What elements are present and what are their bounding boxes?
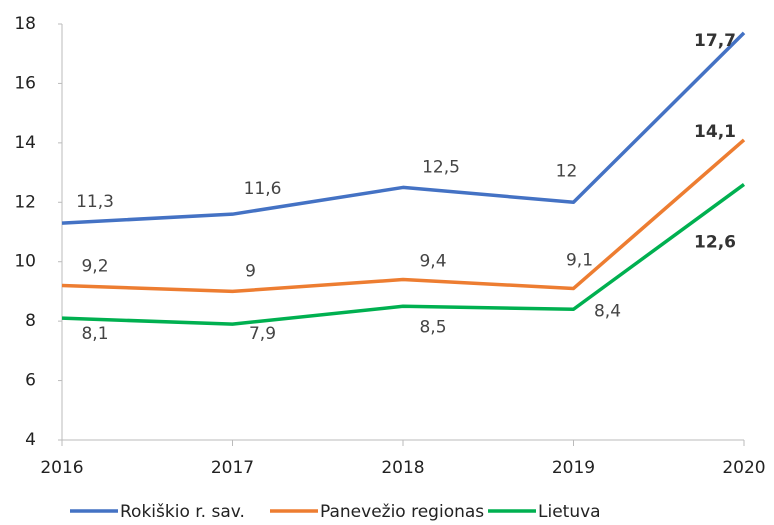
y-tick-label: 12 xyxy=(14,192,36,212)
data-label: 12,6 xyxy=(694,232,736,252)
data-label: 8,1 xyxy=(81,324,108,344)
y-tick-label: 14 xyxy=(14,133,36,153)
data-label: 12,5 xyxy=(422,157,460,177)
x-tick-label: 2018 xyxy=(381,458,424,478)
data-label: 8,5 xyxy=(419,317,446,337)
data-label: 11,6 xyxy=(244,179,282,199)
y-tick-label: 18 xyxy=(14,14,36,34)
data-label: 17,7 xyxy=(694,31,736,51)
legend-label: Rokiškio r. sav. xyxy=(120,502,245,522)
data-label: 9 xyxy=(245,261,256,281)
data-label: 8,4 xyxy=(594,301,621,321)
legend-label: Panevežio regionas xyxy=(320,502,484,522)
y-tick-label: 8 xyxy=(25,311,36,331)
data-label: 9,2 xyxy=(81,256,108,276)
x-tick-label: 2020 xyxy=(722,458,765,478)
series-line xyxy=(61,183,746,326)
y-tick-label: 4 xyxy=(25,430,36,450)
data-label: 14,1 xyxy=(694,122,736,142)
x-tick-label: 2019 xyxy=(552,458,595,478)
data-label: 9,1 xyxy=(566,250,593,270)
series-line xyxy=(61,138,746,294)
data-label: 11,3 xyxy=(76,192,114,212)
legend-label: Lietuva xyxy=(538,502,601,522)
data-label: 12 xyxy=(556,161,578,181)
data-label: 9,4 xyxy=(419,252,446,272)
series-line xyxy=(61,31,746,225)
x-tick-label: 2016 xyxy=(40,458,83,478)
y-tick-label: 16 xyxy=(14,73,36,93)
y-tick-label: 10 xyxy=(14,252,36,272)
x-tick-label: 2017 xyxy=(211,458,254,478)
data-label: 7,9 xyxy=(249,324,276,344)
y-tick-label: 6 xyxy=(25,371,36,391)
